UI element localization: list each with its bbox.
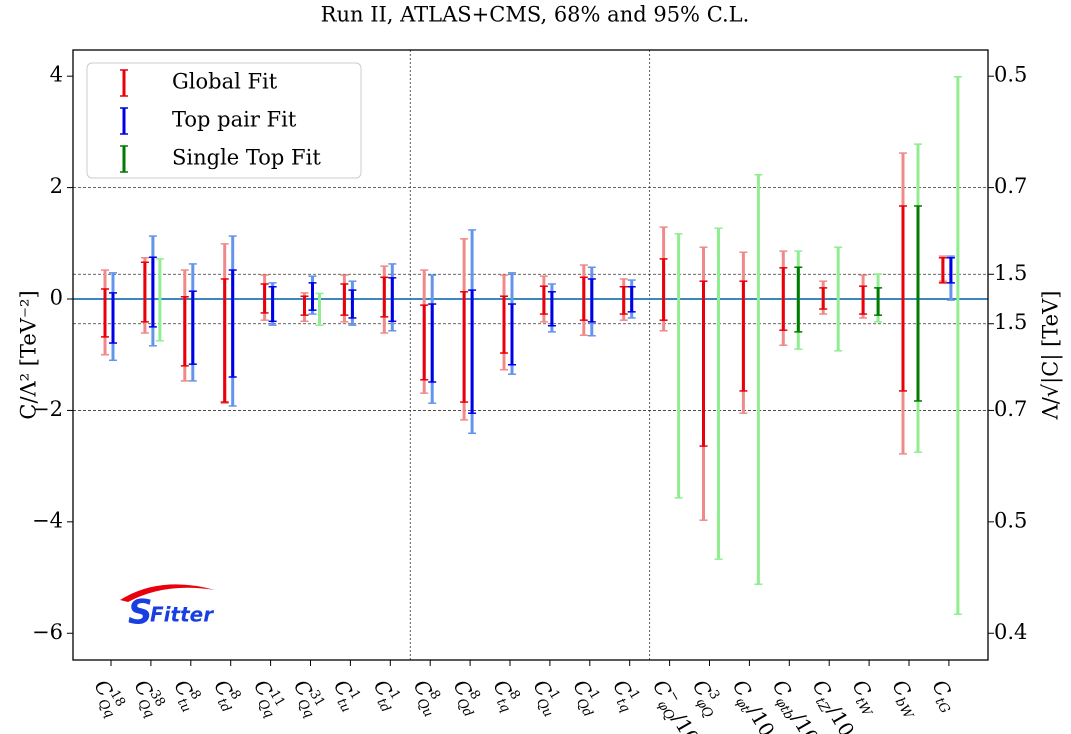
label-sub: tq [493,696,513,715]
label-sub: tq [613,696,633,715]
y2-tick-label: 0.7 [994,397,1027,421]
y2-tick-label: 1.5 [994,261,1027,285]
x-tick-label: C8Qd [446,674,490,719]
legend-label: Single Top Fit [172,146,321,170]
label-sub: tu [174,696,194,715]
y2-tick-label: 0.7 [994,174,1027,198]
x-tick-label: C31Qq [286,674,330,720]
logo-text: Fitter [150,603,214,627]
x-tick-label: C1tu [326,674,367,715]
y-tick-label: −2 [32,397,63,421]
x-tick-label: C1tq [605,674,646,715]
y2-axis-label: Λ/√|C| [TeV] [1039,291,1064,421]
x-tick-label: CtG [924,675,964,716]
label-sub: tu [334,696,354,715]
y2-tick-label: 0.5 [994,63,1027,87]
x-tick-label: C8td [206,674,247,715]
label-sup: 31 [307,688,328,710]
x-tick-label: C1Qd [565,674,609,719]
logo-swoosh [120,584,215,602]
logo-s: S [128,593,153,633]
x-tick-label: C1td [366,674,407,715]
label-sup: 11 [267,688,288,710]
y-tick-label: −4 [32,508,63,532]
x-tick-label: Cφt/10 [725,675,780,734]
y-tick-label: 4 [50,63,63,87]
x-tick-label: CbW [884,675,928,722]
legend: Global Fit Top pair Fit Single Top Fit [86,62,362,179]
x-tick-label: C1Qu [525,674,569,719]
x-tick-label: C8tu [166,674,207,715]
chart-title: Run II, ATLAS+CMS, 68% and 95% C.L. [321,3,750,27]
x-tick-label: C38Qq [126,674,170,720]
label-sub: td [374,696,394,715]
logo: S Fitter [120,584,215,633]
label-sub: tG [932,695,953,716]
y-axis-label: C/Λ² [TeV⁻²] [17,290,41,419]
x-tick-label: C8Qu [406,674,450,719]
x-tick-label: C−φQ/10 [645,674,706,734]
label-sup: 38 [147,688,168,710]
x-tick-label: C18Qq [86,674,130,720]
label-sub: td [214,696,234,715]
legend-label: Global Fit [172,70,278,94]
y-tick-label: −6 [32,620,63,644]
y2-tick-label: 0.4 [994,620,1027,644]
y2-tick-label: 0.5 [994,508,1027,532]
x-tick-label: C8tq [485,674,526,715]
x-tick-label: C11Qq [246,674,290,720]
label-sup: 18 [107,688,128,710]
y-tick-label: 2 [50,174,63,198]
legend-box [86,62,362,179]
legend-label: Top pair Fit [172,108,297,132]
y2-tick-label: 1.5 [994,310,1027,334]
y-tick-label: 0 [50,286,63,310]
plot-frame [72,49,989,661]
